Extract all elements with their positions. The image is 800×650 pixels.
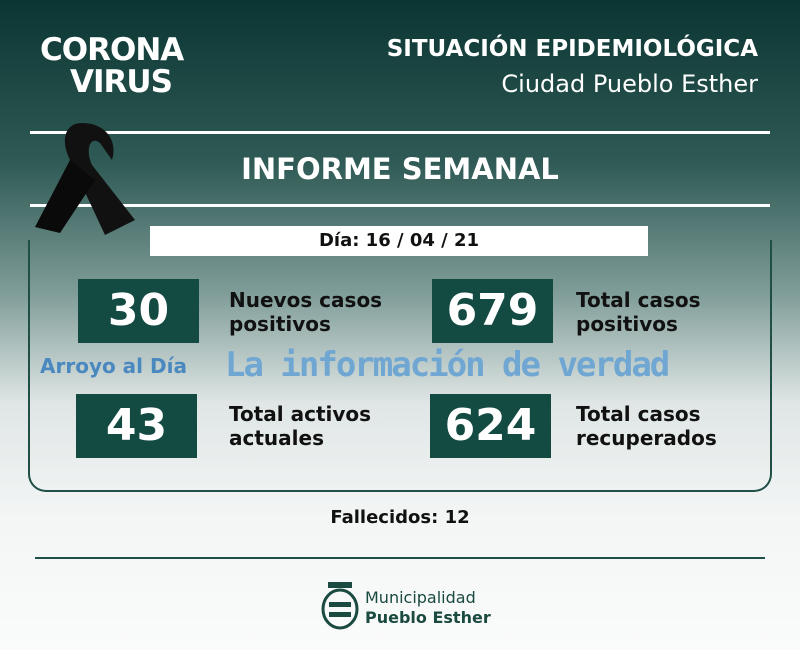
date-label: Día: 16 / 04 / 21 — [150, 226, 648, 256]
stat-value: 43 — [76, 394, 197, 458]
stats-panel — [28, 240, 772, 492]
coronavirus-logo: CORONA VIRUS — [40, 32, 184, 100]
stat-value: 30 — [78, 279, 199, 343]
stat-label: Total activos actuales — [229, 402, 372, 450]
municipality-logo-text: Municipalidad Pueblo Esther — [365, 588, 491, 627]
municipal-seal-icon — [321, 582, 359, 630]
page-title: SITUACIÓN EPIDEMIOLÓGICA — [386, 36, 758, 62]
logo-line-1: CORONA — [40, 32, 184, 68]
watermark-brand: Arroyo al Día — [40, 354, 187, 378]
page-subtitle: Ciudad Pueblo Esther — [501, 70, 758, 98]
stat-label: Total casos positivos — [576, 288, 701, 336]
watermark-tagline: La información de verdad — [225, 345, 670, 385]
stat-value: 624 — [430, 394, 551, 458]
divider — [30, 131, 770, 134]
mourning-ribbon-icon — [35, 123, 135, 235]
divider — [35, 557, 765, 559]
divider — [30, 204, 770, 207]
report-title: INFORME SEMANAL — [241, 152, 559, 186]
stat-label: Total casos recuperados — [576, 402, 717, 450]
logo-line-2: VIRUS — [70, 64, 173, 100]
stat-value: 679 — [432, 279, 553, 343]
stat-label: Nuevos casos positivos — [229, 288, 383, 336]
deaths-label: Fallecidos: 12 — [330, 507, 470, 528]
